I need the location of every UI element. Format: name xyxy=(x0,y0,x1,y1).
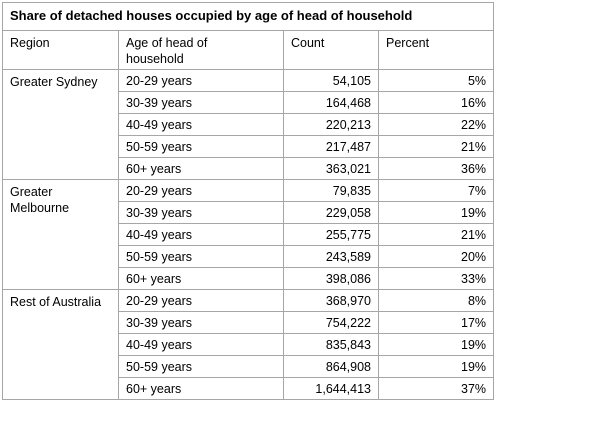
count-cell: 754,222 xyxy=(283,311,379,334)
age-cell: 50-59 years xyxy=(118,135,284,158)
percent-cell: 21% xyxy=(377,135,495,158)
percent-cell: 19% xyxy=(377,201,495,224)
table-row: 60+ years 363,021 36% xyxy=(3,157,495,180)
count-cell: 229,058 xyxy=(283,201,379,224)
count-cell: 835,843 xyxy=(283,333,379,356)
table-row: 30-39 years 229,058 19% xyxy=(3,201,495,224)
age-cell: 50-59 years xyxy=(118,355,284,378)
count-cell: 255,775 xyxy=(283,223,379,246)
table-row: 30-39 years 754,222 17% xyxy=(3,311,495,334)
table-row: 40-49 years 220,213 22% xyxy=(3,113,495,136)
percent-cell: 17% xyxy=(377,311,495,334)
age-cell: 30-39 years xyxy=(118,311,284,334)
column-header-percent: Percent xyxy=(377,30,495,70)
percent-cell: 19% xyxy=(377,355,495,378)
column-header-age: Age of head of household xyxy=(118,30,284,70)
table-header-row: Region Age of head of household Count Pe… xyxy=(2,30,495,70)
count-cell: 54,105 xyxy=(283,69,379,92)
age-cell: 30-39 years xyxy=(118,201,284,224)
table-title: Share of detached houses occupied by age… xyxy=(1,2,495,31)
age-cell: 20-29 years xyxy=(118,179,284,202)
percent-cell: 33% xyxy=(377,267,495,290)
age-cell: 60+ years xyxy=(118,377,284,400)
table-row: 50-59 years 243,589 20% xyxy=(3,245,495,268)
table-title-row: Share of detached houses occupied by age… xyxy=(1,2,495,31)
column-header-count: Count xyxy=(283,30,379,70)
detached-houses-table: Share of detached houses occupied by age… xyxy=(1,2,495,400)
column-header-region: Region xyxy=(2,30,119,70)
age-cell: 40-49 years xyxy=(118,223,284,246)
region-cell: Greater Sydney xyxy=(2,69,119,180)
count-cell: 220,213 xyxy=(283,113,379,136)
percent-cell: 37% xyxy=(377,377,495,400)
count-cell: 864,908 xyxy=(283,355,379,378)
column-header-age-label: Age of head of household xyxy=(126,36,208,66)
count-cell: 1,644,413 xyxy=(283,377,379,400)
table-row: 60+ years 398,086 33% xyxy=(3,267,495,290)
region-cell: Greater Melbourne xyxy=(2,179,119,290)
percent-cell: 22% xyxy=(377,113,495,136)
count-cell: 217,487 xyxy=(283,135,379,158)
percent-cell: 21% xyxy=(377,223,495,246)
table-row: 40-49 years 255,775 21% xyxy=(3,223,495,246)
table-row: Rest of Australia 20-29 years 368,970 8% xyxy=(2,289,495,400)
age-cell: 60+ years xyxy=(118,157,284,180)
age-cell: 20-29 years xyxy=(118,69,284,92)
table-caption: 'Share of detached dwellings occupied by… xyxy=(4,403,601,436)
age-cell: 40-49 years xyxy=(118,333,284,356)
age-cell: 20-29 years xyxy=(118,289,284,312)
age-cell: 30-39 years xyxy=(118,91,284,114)
table-row: Greater Sydney 20-29 years 54,105 5% xyxy=(2,69,495,180)
percent-cell: 7% xyxy=(377,179,495,202)
table-row: 60+ years 1,644,413 37% xyxy=(3,377,495,400)
count-cell: 164,468 xyxy=(283,91,379,114)
count-cell: 79,835 xyxy=(283,179,379,202)
percent-cell: 5% xyxy=(377,69,495,92)
count-cell: 363,021 xyxy=(283,157,379,180)
age-cell: 60+ years xyxy=(118,267,284,290)
age-cell: 50-59 years xyxy=(118,245,284,268)
percent-cell: 36% xyxy=(377,157,495,180)
count-cell: 243,589 xyxy=(283,245,379,268)
percent-cell: 19% xyxy=(377,333,495,356)
percent-cell: 16% xyxy=(377,91,495,114)
region-cell: Rest of Australia xyxy=(2,289,119,400)
table-row: Greater Melbourne 20-29 years 79,835 7% xyxy=(2,179,495,290)
age-cell: 40-49 years xyxy=(118,113,284,136)
percent-cell: 20% xyxy=(377,245,495,268)
count-cell: 368,970 xyxy=(283,289,379,312)
percent-cell: 8% xyxy=(377,289,495,312)
count-cell: 398,086 xyxy=(283,267,379,290)
